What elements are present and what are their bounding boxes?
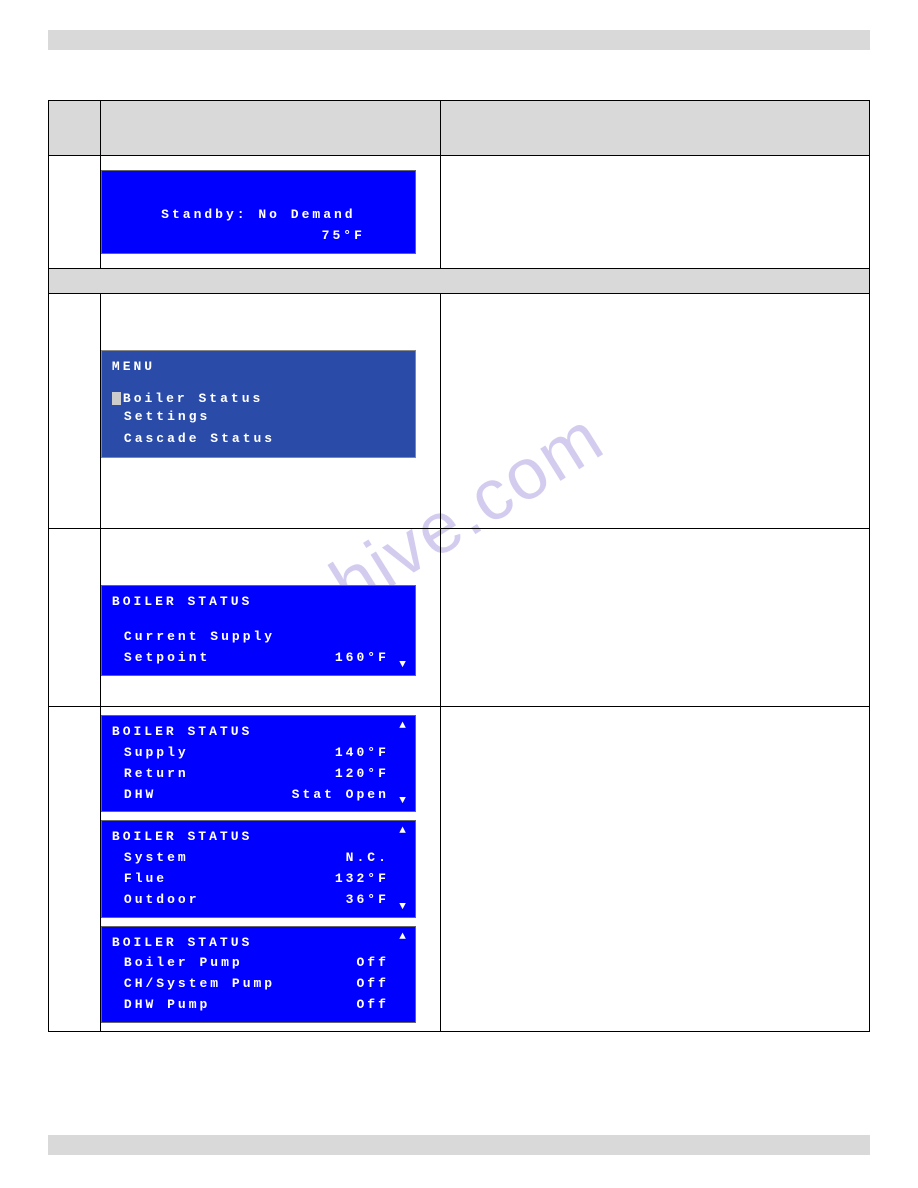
header-col-description	[440, 101, 869, 156]
section-header-row	[49, 268, 870, 293]
lcd-title: BOILER STATUS	[112, 827, 405, 848]
arrow-down-icon: ▼	[399, 795, 409, 807]
instruction-table: Standby: No Demand 75°F MENU Boiler Stat…	[48, 100, 870, 1032]
lcd-line: Return 120°F	[112, 764, 405, 785]
description-cell	[440, 707, 869, 1032]
step-cell	[49, 293, 101, 528]
lcd-value: Off	[356, 995, 404, 1016]
lcd-label: DHW	[112, 785, 156, 806]
lcd-label: CH/System Pump	[112, 974, 275, 995]
lcd-boiler-status: BOILER STATUS Boiler Pump Off CH/System P…	[101, 926, 416, 1023]
lcd-value: 160°F	[335, 648, 405, 669]
lcd-title: BOILER STATUS	[112, 722, 405, 743]
lcd-line: DHW Pump Off	[112, 995, 405, 1016]
arrow-up-icon: ▲	[399, 825, 409, 837]
menu-item-label: Boiler Status	[123, 391, 263, 406]
display-cell: BOILER STATUS Supply 140°F Return 120°F DH…	[100, 707, 440, 1032]
lcd-label: Boiler Pump	[112, 953, 243, 974]
step-cell	[49, 707, 101, 1032]
lcd-value: 132°F	[335, 869, 405, 890]
display-cell: MENU Boiler Status Settings Cascade Stat…	[100, 293, 440, 528]
lcd-boiler-status: BOILER STATUS Supply 140°F Return 120°F DH…	[101, 715, 416, 812]
lcd-boiler-status: BOILER STATUS System N.C. Flue 132°F Outdo…	[101, 820, 416, 917]
lcd-line: Standby: No Demand	[112, 205, 405, 226]
header-bar	[48, 30, 870, 50]
lcd-label: Return	[112, 764, 189, 785]
section-header-cell	[49, 268, 870, 293]
arrow-down-icon: ▼	[399, 659, 409, 671]
lcd-menu-item: Boiler Status	[112, 391, 405, 406]
lcd-title: BOILER STATUS	[112, 592, 405, 613]
lcd-line: Outdoor 36°F	[112, 890, 405, 911]
table-header-row	[49, 101, 870, 156]
display-cell: BOILER STATUS Current Supply Setpoint 16…	[100, 528, 440, 707]
lcd-standby: Standby: No Demand 75°F	[101, 170, 416, 254]
lcd-label: Outdoor	[112, 890, 200, 911]
description-cell	[440, 293, 869, 528]
table-row: Standby: No Demand 75°F	[49, 156, 870, 269]
description-cell	[440, 156, 869, 269]
cursor-icon	[112, 392, 121, 405]
lcd-menu-title: MENU	[112, 357, 405, 378]
lcd-line: CH/System Pump Off	[112, 974, 405, 995]
lcd-line: System N.C.	[112, 848, 405, 869]
lcd-line: Current Supply	[112, 626, 405, 648]
lcd-title: BOILER STATUS	[112, 933, 405, 954]
arrow-up-icon: ▲	[399, 931, 409, 943]
lcd-value: Off	[356, 953, 404, 974]
header-col-step	[49, 101, 101, 156]
lcd-label: Setpoint	[112, 648, 210, 669]
table-row: MENU Boiler Status Settings Cascade Stat…	[49, 293, 870, 528]
lcd-line: Boiler Pump Off	[112, 953, 405, 974]
lcd-value: Off	[356, 974, 404, 995]
step-cell	[49, 156, 101, 269]
arrow-down-icon: ▼	[399, 901, 409, 913]
lcd-value: Stat Open	[292, 785, 405, 806]
lcd-boiler-status: BOILER STATUS Current Supply Setpoint 16…	[101, 585, 416, 677]
table-row: BOILER STATUS Supply 140°F Return 120°F DH…	[49, 707, 870, 1032]
lcd-value: 120°F	[335, 764, 405, 785]
lcd-value: N.C.	[346, 848, 405, 869]
lcd-label: DHW Pump	[112, 995, 210, 1016]
display-cell: Standby: No Demand 75°F	[100, 156, 440, 269]
lcd-menu-item: Cascade Status	[112, 428, 405, 450]
lcd-line: DHW Stat Open	[112, 785, 405, 806]
footer-bar	[48, 1135, 870, 1155]
lcd-menu-item: Settings	[112, 406, 405, 428]
lcd-label: Flue	[112, 869, 167, 890]
step-cell	[49, 528, 101, 707]
arrow-up-icon: ▲	[399, 720, 409, 732]
lcd-line: Setpoint 160°F	[112, 648, 405, 669]
lcd-menu: MENU Boiler Status Settings Cascade Stat…	[101, 350, 416, 458]
lcd-value: 140°F	[335, 743, 405, 764]
lcd-value: 36°F	[346, 890, 405, 911]
lcd-label: System	[112, 848, 189, 869]
lcd-line: 75°F	[112, 226, 405, 247]
lcd-label: Supply	[112, 743, 189, 764]
header-col-display	[100, 101, 440, 156]
description-cell	[440, 528, 869, 707]
lcd-line: Flue 132°F	[112, 869, 405, 890]
lcd-line: Supply 140°F	[112, 743, 405, 764]
table-row: BOILER STATUS Current Supply Setpoint 16…	[49, 528, 870, 707]
